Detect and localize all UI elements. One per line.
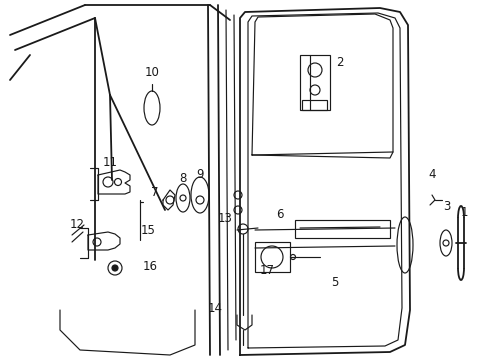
Text: 9: 9 xyxy=(196,168,203,181)
Text: 2: 2 xyxy=(336,55,343,68)
Text: 16: 16 xyxy=(142,261,157,274)
Text: 6: 6 xyxy=(276,207,283,220)
Text: 3: 3 xyxy=(443,201,450,213)
Text: 13: 13 xyxy=(217,211,232,225)
Text: 17: 17 xyxy=(259,264,274,276)
Bar xyxy=(294,220,389,238)
Text: 7: 7 xyxy=(151,186,159,199)
Text: 4: 4 xyxy=(427,168,435,181)
Text: 8: 8 xyxy=(179,171,186,184)
Bar xyxy=(254,242,289,272)
Text: 12: 12 xyxy=(69,219,84,231)
Text: 10: 10 xyxy=(144,67,159,80)
Text: 14: 14 xyxy=(207,302,222,315)
Bar xyxy=(302,100,326,110)
Text: 5: 5 xyxy=(331,275,338,288)
Text: 15: 15 xyxy=(140,224,155,237)
Text: 11: 11 xyxy=(102,156,117,168)
Circle shape xyxy=(112,265,118,271)
Text: 1: 1 xyxy=(459,207,467,220)
Bar xyxy=(299,55,329,110)
